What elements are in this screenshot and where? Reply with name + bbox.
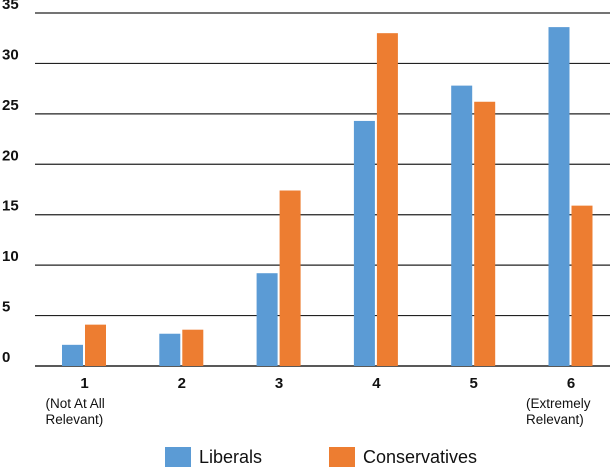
legend-swatch-conservatives xyxy=(329,447,355,467)
legend-label-liberals: Liberals xyxy=(199,447,262,467)
y-tick-label: 30 xyxy=(2,46,19,63)
legend: Liberals Conservatives xyxy=(165,447,477,467)
x-tick-label: 5 xyxy=(470,375,478,392)
y-tick-label: 0 xyxy=(2,349,10,366)
bar-liberals-5 xyxy=(451,85,473,367)
bar-conservatives-5 xyxy=(474,101,496,367)
x-tick-sublabel: (Not At All xyxy=(46,396,105,411)
x-tick-label: 1 xyxy=(80,375,88,392)
x-tick-sublabel: Relevant) xyxy=(526,412,584,427)
legend-label-conservatives: Conservatives xyxy=(363,447,477,467)
bar-liberals-3 xyxy=(256,273,278,366)
x-tick-sublabel: Relevant) xyxy=(46,412,104,427)
bar-conservatives-6 xyxy=(571,205,593,366)
y-tick-label: 35 xyxy=(2,0,19,13)
y-tick-label: 20 xyxy=(2,147,19,164)
y-tick-label: 15 xyxy=(2,198,19,215)
gridlines xyxy=(35,12,610,367)
x-tick-label: 4 xyxy=(372,375,381,392)
bar-liberals-1 xyxy=(62,344,83,366)
y-tick-label: 10 xyxy=(2,248,19,265)
bar-liberals-6 xyxy=(548,27,570,367)
bar-liberals-4 xyxy=(353,120,375,366)
x-tick-sublabel: (Extremely xyxy=(526,396,591,411)
y-tick-label: 25 xyxy=(2,97,19,114)
legend-swatch-liberals xyxy=(165,447,191,467)
bars xyxy=(62,27,593,367)
bar-conservatives-3 xyxy=(279,190,301,366)
bar-liberals-2 xyxy=(159,333,181,366)
x-tick-label: 2 xyxy=(178,375,186,392)
x-tick-label: 3 xyxy=(275,375,283,392)
bar-conservatives-1 xyxy=(85,324,106,366)
bar-conservatives-2 xyxy=(182,329,204,366)
y-axis-tick-labels: 0 5 10 15 20 25 30 35 xyxy=(2,0,19,366)
bar-conservatives-4 xyxy=(376,33,398,367)
y-tick-label: 5 xyxy=(2,299,10,316)
x-tick-label: 6 xyxy=(567,375,575,392)
